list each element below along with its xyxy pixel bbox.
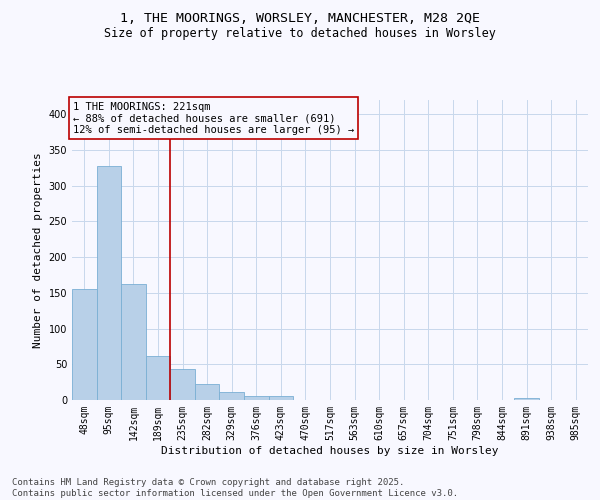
- Bar: [269, 396, 293, 400]
- Text: Size of property relative to detached houses in Worsley: Size of property relative to detached ho…: [104, 28, 496, 40]
- Bar: [97, 166, 121, 400]
- Bar: [170, 370, 195, 400]
- Bar: [146, 356, 170, 400]
- Bar: [195, 384, 220, 400]
- Bar: [220, 392, 244, 400]
- Bar: [514, 398, 539, 400]
- Bar: [244, 396, 269, 400]
- Text: 1 THE MOORINGS: 221sqm
← 88% of detached houses are smaller (691)
12% of semi-de: 1 THE MOORINGS: 221sqm ← 88% of detached…: [73, 102, 354, 134]
- Text: 1, THE MOORINGS, WORSLEY, MANCHESTER, M28 2QE: 1, THE MOORINGS, WORSLEY, MANCHESTER, M2…: [120, 12, 480, 26]
- Bar: [72, 290, 97, 400]
- Y-axis label: Number of detached properties: Number of detached properties: [33, 152, 43, 348]
- Bar: [121, 284, 146, 400]
- Text: Contains HM Land Registry data © Crown copyright and database right 2025.
Contai: Contains HM Land Registry data © Crown c…: [12, 478, 458, 498]
- X-axis label: Distribution of detached houses by size in Worsley: Distribution of detached houses by size …: [161, 446, 499, 456]
